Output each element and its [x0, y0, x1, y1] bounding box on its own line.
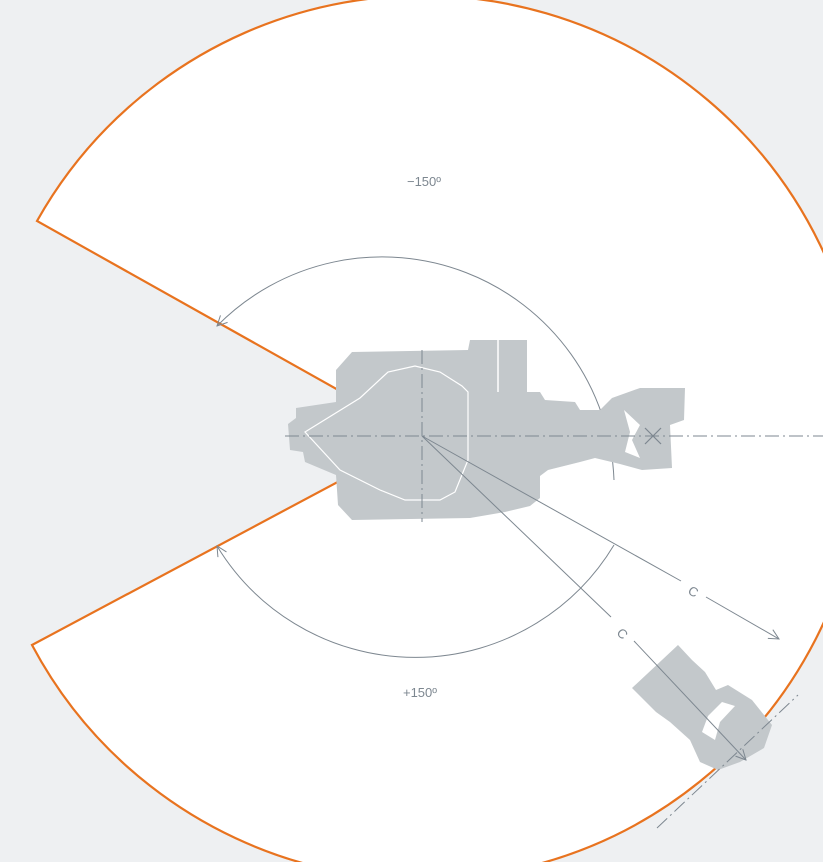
rotation-arc-negative: [217, 256, 615, 481]
tool-center-point-marker: [644, 427, 662, 445]
reach-dimension-line-1a: [421, 435, 682, 582]
reach-dimension-line-2a: [421, 435, 612, 618]
robot-base-outline: [304, 365, 469, 501]
work-envelope-boundary: [30, 0, 823, 862]
reach-dimension-line-1b: [705, 596, 779, 639]
rotation-arc-positive: [217, 544, 615, 658]
robot-base-top-view: [288, 340, 685, 520]
robot-arm-rotated-detail: [702, 702, 735, 740]
tool-point-tangent-line: [656, 694, 799, 829]
reach-dimension-line-2b: [633, 640, 746, 760]
rotation-label-negative: −150º: [407, 174, 441, 189]
rotation-label-positive: +150º: [403, 685, 437, 700]
robot-wrist-detail: [624, 410, 640, 458]
